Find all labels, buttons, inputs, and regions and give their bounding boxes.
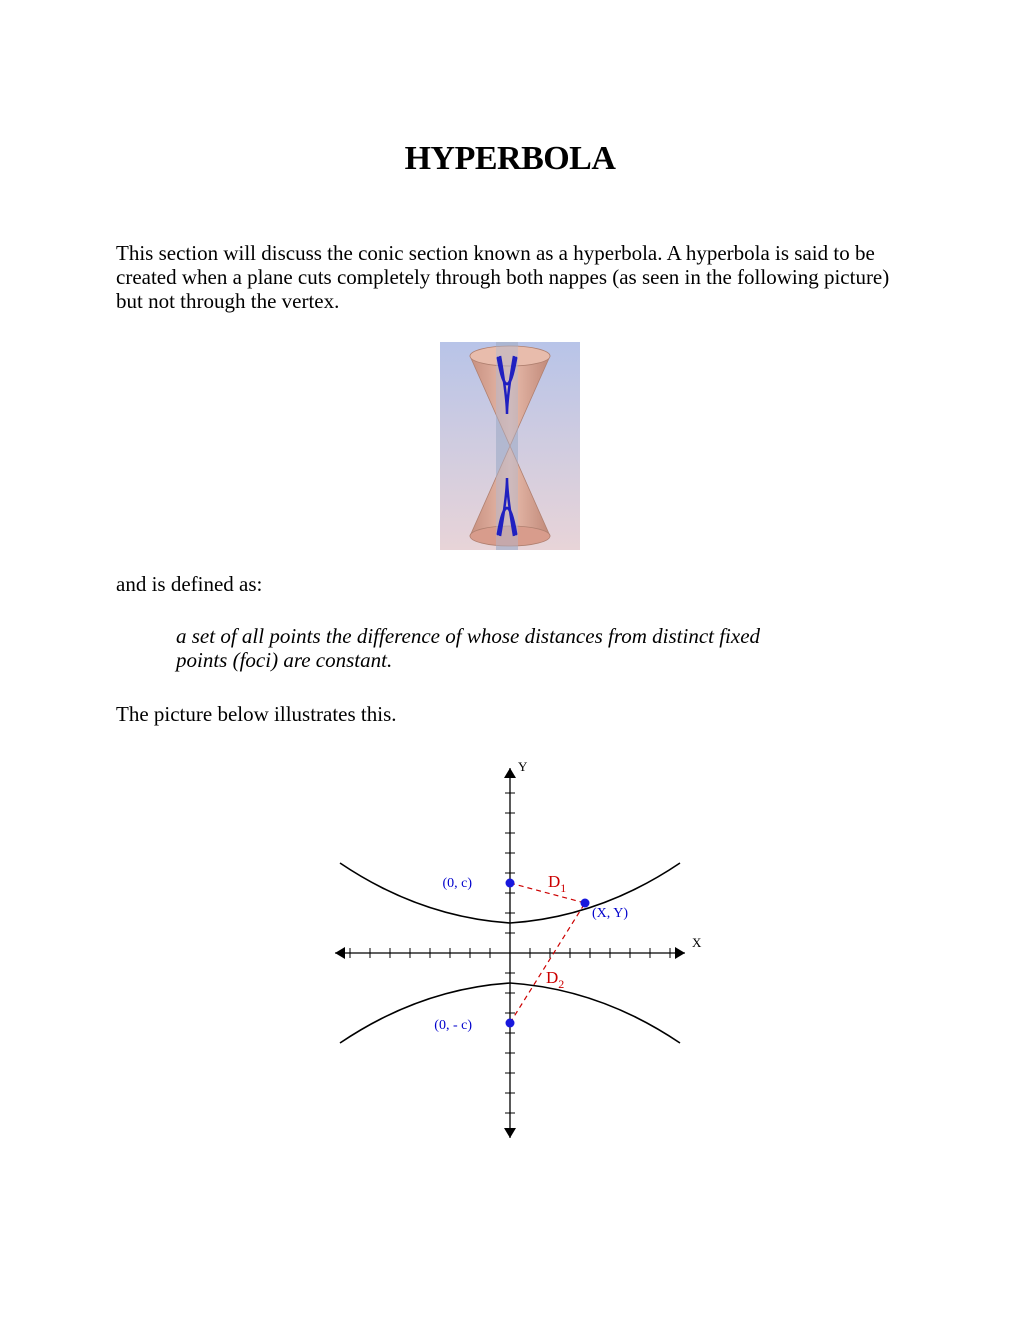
d1-label: D1 — [548, 872, 566, 895]
cone-figure-container — [116, 342, 904, 555]
focus-bottom-label: (0, - c) — [434, 1018, 472, 1033]
y-axis-label: Y — [518, 759, 528, 774]
cone-diagram — [440, 342, 580, 550]
lead-in-paragraph: and is defined as: — [116, 573, 904, 597]
focus-top-label: (0, c) — [442, 876, 472, 891]
definition-span: a set of all points the difference of wh… — [176, 624, 760, 672]
definition-text: a set of all points the difference of wh… — [176, 625, 776, 673]
hyperbola-diagram: X Y (0, c) (0, - c — [315, 755, 705, 1150]
hyperbola-figure-container: X Y (0, c) (0, - c — [116, 755, 904, 1155]
page-title: HYPERBOLA — [116, 140, 904, 178]
page: HYPERBOLA This section will discuss the … — [0, 0, 1020, 1320]
intro-paragraph: This section will discuss the conic sect… — [116, 242, 904, 314]
illustration-caption: The picture below illustrates this. — [116, 703, 904, 727]
sample-point-label: (X, Y) — [592, 906, 628, 921]
axes: X Y — [335, 759, 702, 1138]
x-axis-label: X — [692, 935, 702, 950]
